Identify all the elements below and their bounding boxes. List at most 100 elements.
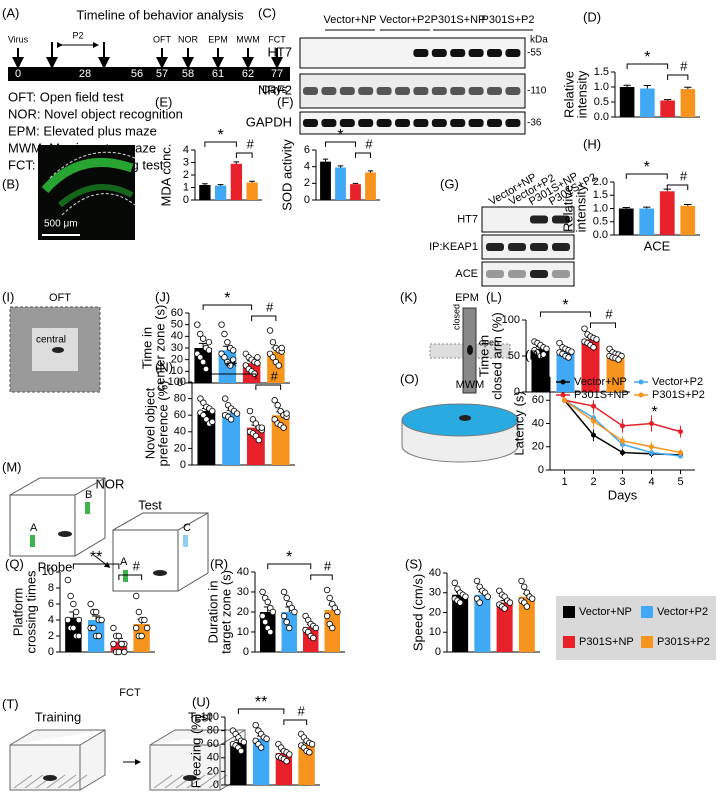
data-point: [678, 450, 683, 456]
data-point: [280, 588, 288, 596]
y-tick-label: 0: [435, 646, 441, 658]
panel-label: (M): [2, 459, 22, 474]
band: [505, 49, 521, 57]
legend-label: Vector+NP: [579, 606, 632, 618]
grid-floor: [24, 774, 44, 789]
bar: [246, 182, 258, 200]
band: [395, 119, 410, 127]
data-point: [254, 359, 261, 367]
y-tick-label: 6: [304, 144, 310, 156]
data-point: [90, 624, 97, 632]
data-point: [197, 354, 204, 361]
band: [468, 87, 484, 95]
data-point: [506, 599, 514, 606]
data-point: [209, 407, 216, 415]
grid-floor: [57, 774, 77, 789]
data-point: [252, 721, 259, 729]
row-label: GAPDH: [246, 114, 292, 129]
y-tick-label: 0: [304, 194, 310, 206]
panel-label: (C): [258, 5, 276, 20]
object-label: C: [183, 522, 191, 534]
significance-bracket: [283, 719, 308, 725]
data-point: [286, 624, 293, 632]
significance-label: #: [133, 558, 141, 573]
x-axis-label: Days: [608, 487, 638, 502]
band: [468, 49, 484, 57]
data-point: [484, 593, 491, 600]
size-label: -110: [527, 86, 547, 97]
y-tick-label: 10: [429, 626, 441, 638]
data-point: [221, 395, 229, 402]
significance-label: **: [90, 549, 102, 566]
bar: [365, 172, 376, 200]
y-tick-label: 20: [532, 441, 544, 453]
data-point: [562, 397, 567, 403]
legend-marker: [560, 379, 566, 385]
x-tick-label: 1: [561, 476, 567, 488]
grid-floor: [13, 774, 33, 789]
data-point: [72, 608, 80, 616]
data-point: [227, 416, 235, 423]
box: [9, 477, 106, 557]
band: [530, 270, 548, 278]
significance-label: #: [271, 368, 279, 383]
y-axis-label: SOD activity: [279, 139, 294, 211]
significance-label: #: [365, 136, 373, 151]
band: [505, 87, 521, 95]
legend-marker: [560, 392, 566, 398]
data-point: [323, 612, 331, 620]
significance-label: *: [218, 127, 224, 144]
y-tick-label: 40: [429, 567, 441, 579]
data-point: [565, 354, 572, 361]
panel-label: (A): [2, 5, 19, 20]
y-axis-label: Speed (cm/s): [410, 574, 425, 651]
data-point: [283, 410, 290, 417]
object-label: B: [85, 489, 92, 501]
data-point: [620, 438, 625, 444]
data-point: [70, 624, 77, 632]
significance-bracket: [355, 152, 371, 158]
mouse: [58, 531, 72, 537]
data-point: [334, 608, 341, 616]
y-tick-label: 50: [171, 319, 183, 331]
grid-floor: [164, 774, 184, 789]
data-point: [620, 450, 625, 456]
error-bar: [217, 184, 224, 186]
data-point: [615, 356, 622, 363]
legend-box: [556, 596, 716, 660]
data-point: [132, 624, 140, 632]
abbreviation: EPM: Elevated plus maze: [8, 123, 157, 138]
legend-label: Vector+P2: [657, 606, 708, 618]
size-label: -36: [527, 118, 542, 129]
row-label: NRF2: [258, 82, 292, 97]
data-point: [591, 403, 596, 409]
timeline-title: Timeline of behavior analysis: [76, 7, 244, 22]
day-label: 62: [242, 68, 254, 80]
data-point: [280, 424, 287, 431]
data-point: [259, 612, 266, 620]
pool: [401, 403, 519, 437]
data-point: [233, 410, 241, 417]
band: [505, 119, 521, 127]
data-point: [229, 347, 237, 354]
data-point: [269, 338, 277, 346]
band: [413, 49, 429, 57]
panel-label: (L): [486, 289, 502, 304]
data-point: [221, 354, 228, 361]
band: [321, 119, 337, 127]
data-point: [274, 402, 281, 409]
y-tick-label: 0: [48, 646, 54, 658]
error-bar: [684, 204, 692, 206]
y-tick-label: 0: [177, 377, 183, 389]
bar: [320, 161, 331, 200]
row-label: ACE: [455, 268, 478, 280]
day-label: 28: [79, 68, 91, 80]
bar: [110, 641, 128, 652]
bar: [222, 412, 241, 465]
data-point: [264, 598, 271, 606]
y-tick-label: 10: [42, 566, 54, 578]
data-point: [283, 618, 290, 626]
data-point: [568, 348, 575, 355]
data-point: [138, 632, 145, 640]
object: [85, 502, 90, 514]
